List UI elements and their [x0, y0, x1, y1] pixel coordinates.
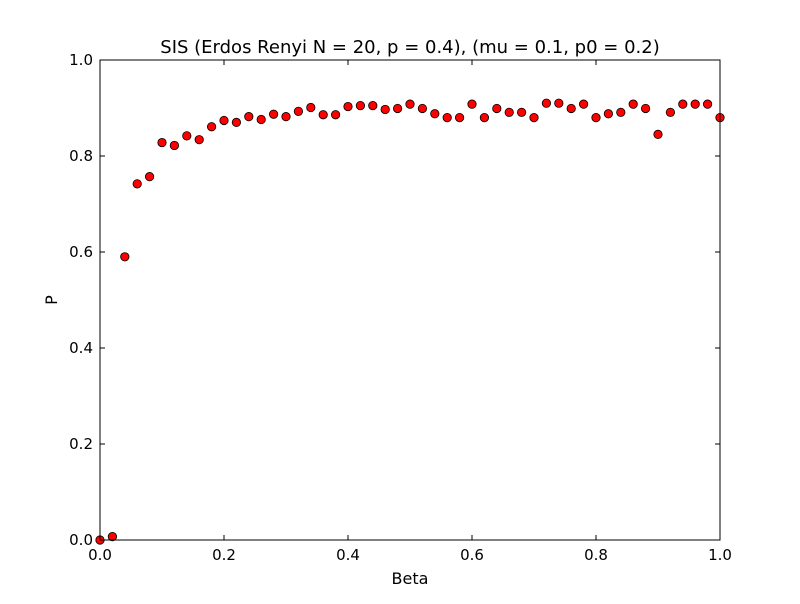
data-point	[690, 99, 700, 109]
data-point	[293, 106, 303, 116]
y-tick-label: 0.6	[69, 243, 93, 261]
data-point	[368, 101, 378, 111]
data-point	[578, 99, 589, 109]
data-point	[145, 172, 155, 182]
y-tick-label: 0.0	[69, 531, 93, 549]
data-point	[516, 107, 527, 117]
x-tick-label: 0.4	[336, 546, 360, 564]
data-point	[430, 109, 440, 119]
data-point	[157, 137, 167, 148]
y-tick-label: 1.0	[69, 51, 93, 69]
data-point	[454, 113, 465, 123]
data-points	[95, 98, 725, 545]
data-point	[702, 99, 713, 109]
data-point	[107, 532, 118, 542]
x-tick-label: 1.0	[708, 546, 732, 564]
data-point	[591, 113, 601, 123]
data-point	[194, 135, 204, 145]
x-tick-label: 0.2	[212, 546, 236, 564]
data-point	[380, 104, 390, 115]
y-tick-label: 0.8	[69, 147, 93, 165]
data-point	[628, 99, 638, 109]
data-point	[566, 103, 576, 114]
data-point	[492, 103, 502, 114]
data-point	[355, 101, 365, 111]
chart-title: SIS (Erdos Renyi N = 20, p = 0.4), (mu =…	[160, 37, 659, 58]
data-point	[281, 112, 291, 122]
data-point	[554, 98, 564, 108]
y-axis-ticks: 0.0 0.2 0.4 0.6 0.8 1.0	[69, 51, 720, 549]
data-point	[120, 252, 130, 262]
x-tick-label: 0.8	[584, 546, 608, 564]
data-point	[678, 99, 688, 109]
data-point	[256, 114, 266, 125]
x-axis-ticks: 0.0 0.2 0.4 0.6 0.8 1.0	[88, 60, 732, 564]
data-point	[467, 99, 477, 109]
data-point	[244, 112, 254, 122]
data-point	[207, 122, 217, 132]
x-tick-label: 0.0	[88, 546, 112, 564]
y-tick-label: 0.4	[69, 339, 93, 357]
data-point	[529, 113, 539, 123]
plot-frame	[99, 59, 721, 541]
y-axis-label: P	[42, 295, 61, 305]
data-point	[665, 107, 676, 117]
data-point	[132, 179, 142, 189]
data-point	[330, 110, 341, 120]
data-point	[169, 140, 179, 151]
data-point	[653, 129, 663, 139]
data-point	[405, 99, 415, 109]
x-axis-label: Beta	[392, 569, 429, 588]
data-point	[318, 110, 328, 120]
data-point	[541, 98, 552, 108]
data-point	[603, 109, 614, 119]
data-point	[616, 107, 626, 117]
data-point	[219, 115, 229, 126]
data-point	[417, 103, 427, 114]
data-point	[306, 102, 316, 113]
y-tick-label: 0.2	[69, 435, 93, 453]
data-point	[479, 113, 489, 123]
x-tick-label: 0.6	[460, 546, 484, 564]
data-point	[504, 107, 514, 117]
data-point	[343, 101, 353, 112]
data-point	[442, 113, 452, 123]
data-point	[182, 131, 192, 141]
data-point	[640, 103, 651, 114]
data-point	[268, 109, 279, 119]
data-point	[231, 117, 241, 128]
data-point	[392, 103, 403, 114]
